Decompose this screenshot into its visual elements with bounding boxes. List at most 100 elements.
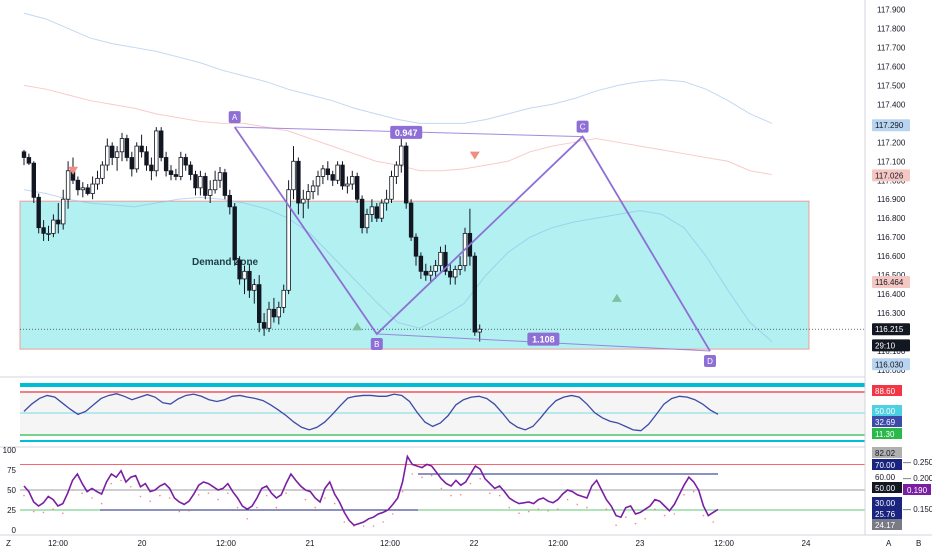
candle[interactable] (85, 184, 90, 196)
candle[interactable] (207, 180, 213, 204)
ratio-label[interactable]: 1.108 (527, 332, 560, 346)
candle[interactable] (203, 172, 208, 200)
candle[interactable] (237, 256, 242, 285)
candle[interactable] (433, 259, 438, 279)
candle[interactable] (61, 189, 66, 230)
candle[interactable] (389, 170, 394, 204)
candle[interactable] (21, 149, 27, 166)
candle[interactable] (374, 203, 379, 222)
candle[interactable] (227, 189, 232, 215)
candle[interactable] (154, 127, 159, 177)
auto-scale-button[interactable]: A (886, 539, 892, 548)
candle[interactable] (144, 146, 149, 171)
candle[interactable] (232, 203, 237, 266)
candle[interactable] (217, 166, 223, 188)
candle[interactable] (75, 176, 81, 196)
candle[interactable] (452, 265, 458, 285)
candles[interactable] (21, 127, 482, 342)
candle[interactable] (193, 170, 198, 196)
candle[interactable] (286, 180, 291, 295)
timezone-button[interactable]: Z (6, 539, 11, 548)
pattern-point-c[interactable]: C (576, 120, 589, 133)
pattern-point-b[interactable]: B (370, 337, 383, 350)
log-scale-button[interactable]: B (916, 539, 921, 548)
candle[interactable] (350, 170, 355, 190)
candle[interactable] (423, 263, 428, 281)
candle[interactable] (198, 170, 203, 196)
candle[interactable] (266, 301, 272, 333)
candle[interactable] (399, 138, 404, 173)
candle[interactable] (369, 199, 375, 222)
candle[interactable] (95, 170, 100, 190)
candle[interactable] (134, 142, 139, 173)
candle[interactable] (472, 252, 477, 336)
candle[interactable] (256, 275, 262, 333)
candle[interactable] (335, 161, 340, 185)
candle[interactable] (80, 182, 85, 198)
candle[interactable] (173, 168, 179, 181)
pattern-point-a[interactable]: A (228, 111, 241, 124)
candle[interactable] (340, 161, 345, 190)
candle[interactable] (448, 263, 453, 285)
candle[interactable] (354, 172, 360, 204)
candle[interactable] (276, 301, 281, 325)
candle[interactable] (315, 170, 321, 196)
candle[interactable] (443, 244, 448, 276)
candle[interactable] (457, 256, 463, 276)
candle[interactable] (320, 165, 326, 185)
candle[interactable] (438, 246, 443, 272)
candle[interactable] (65, 161, 71, 209)
rsi-panel[interactable] (20, 454, 865, 527)
candle[interactable] (222, 168, 228, 200)
candle[interactable] (242, 265, 247, 295)
candle[interactable] (163, 151, 169, 177)
pattern-point-d[interactable]: D (704, 355, 716, 368)
candle[interactable] (149, 157, 154, 181)
candle[interactable] (394, 161, 399, 185)
candle[interactable] (158, 127, 164, 162)
candle[interactable] (403, 142, 409, 209)
candle[interactable] (291, 146, 296, 200)
candle[interactable] (90, 176, 95, 200)
oscillator-panel[interactable] (20, 383, 865, 442)
candle[interactable] (114, 146, 120, 171)
candle[interactable] (247, 263, 252, 298)
candle[interactable] (418, 252, 424, 279)
candle[interactable] (359, 195, 365, 234)
candle[interactable] (178, 151, 183, 181)
candle[interactable] (301, 189, 306, 219)
candle[interactable] (100, 161, 105, 185)
candle[interactable] (26, 153, 32, 166)
candle[interactable] (36, 193, 41, 234)
candle[interactable] (252, 278, 257, 304)
candle[interactable] (408, 199, 414, 241)
candle[interactable] (119, 132, 125, 162)
candle[interactable] (305, 184, 311, 209)
candle[interactable] (364, 208, 370, 234)
candle[interactable] (46, 225, 51, 241)
ratio-label[interactable]: 0.947 (390, 125, 423, 139)
candle[interactable] (271, 297, 277, 323)
candle[interactable] (310, 180, 316, 200)
candle[interactable] (110, 142, 115, 166)
candle[interactable] (296, 157, 301, 215)
candle[interactable] (41, 220, 46, 241)
candle[interactable] (325, 161, 330, 181)
candle[interactable] (105, 138, 110, 171)
candle[interactable] (139, 134, 144, 158)
candle[interactable] (51, 214, 56, 238)
candle[interactable] (129, 151, 134, 177)
candle[interactable] (330, 170, 335, 186)
candle[interactable] (428, 265, 433, 283)
candle[interactable] (56, 203, 61, 234)
candle[interactable] (124, 134, 130, 162)
candle[interactable] (261, 313, 267, 336)
demand-zone[interactable] (19, 200, 810, 350)
candle[interactable] (168, 165, 174, 181)
candle[interactable] (345, 176, 350, 194)
candle[interactable] (188, 161, 193, 181)
candle[interactable] (183, 153, 188, 171)
candle[interactable] (31, 161, 36, 204)
